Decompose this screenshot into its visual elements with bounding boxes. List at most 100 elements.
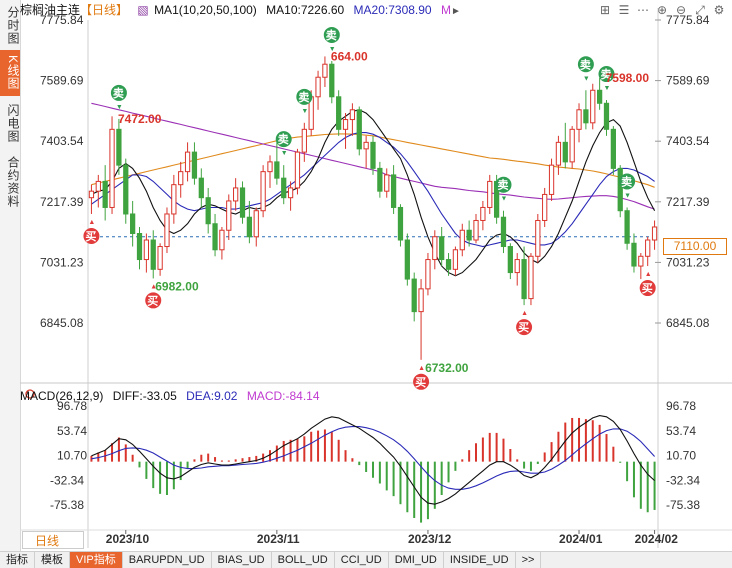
- candle-body: [521, 259, 527, 300]
- candle-body: [226, 200, 232, 231]
- macd-tick-left: -32.34: [50, 473, 84, 487]
- tab-cci[interactable]: CCI_UD: [335, 552, 389, 568]
- settings-icon[interactable]: ⚙: [713, 3, 725, 17]
- tab-kline-chart[interactable]: K线图: [0, 50, 20, 96]
- ma-more-label: M: [440, 3, 451, 17]
- expand-icon[interactable]: ⤢: [695, 3, 705, 17]
- sell-marker: [598, 66, 615, 83]
- price-tick-left: 7775.84: [40, 13, 84, 27]
- price-tick-left: 6845.08: [40, 316, 84, 330]
- candle-body: [109, 128, 115, 208]
- candle-body: [384, 174, 390, 192]
- candle-body: [329, 63, 335, 98]
- date-label: 2024/01: [559, 532, 603, 546]
- symbol-name: 棕榈油主连: [20, 3, 81, 17]
- zoom-out-icon[interactable]: ⊖: [675, 3, 687, 17]
- candle-body: [88, 190, 95, 199]
- buy-arrow: ▲: [150, 283, 157, 290]
- tab-indicator[interactable]: 指标: [0, 552, 35, 568]
- buy-arrow: ▲: [418, 365, 425, 372]
- ma20-value: MA20:7308.90: [353, 3, 432, 17]
- sell-marker-label: 卖: [580, 57, 591, 71]
- tab-time-chart[interactable]: 分时图: [6, 5, 20, 45]
- tab-template[interactable]: 模板: [35, 552, 70, 568]
- macd-settings-icon: [25, 389, 35, 399]
- buy-marker: [413, 373, 430, 390]
- candle-body: [480, 206, 486, 221]
- candle-body: [535, 219, 541, 257]
- ma10-line: [91, 109, 656, 277]
- tab-vip-indicator[interactable]: VIP指标: [70, 552, 123, 568]
- tab-contract-info[interactable]: 合约资料: [6, 156, 20, 208]
- candle-body: [631, 242, 637, 267]
- candle-body: [411, 278, 417, 313]
- sell-arrow: ▼: [281, 150, 288, 157]
- list-icon[interactable]: ☰: [618, 3, 630, 17]
- more-icon[interactable]: ⋯: [637, 3, 649, 17]
- date-label: 2023/10: [106, 532, 150, 546]
- buy-marker-label: 买: [518, 321, 529, 334]
- indicator-switch-icon[interactable]: ▧: [137, 3, 149, 17]
- candle-body: [205, 197, 211, 225]
- candle-body: [143, 239, 150, 261]
- indicator-tab-bar: 指标 模板 VIP指标 BARUPDN_UD BIAS_UD BOLL_UD CCI_UD D…: [0, 551, 732, 568]
- ma20-line: [91, 132, 655, 248]
- candle-body: [638, 255, 644, 267]
- tab-inside[interactable]: INSIDE_UD: [444, 552, 516, 568]
- candle-body: [349, 109, 356, 121]
- sell-marker-label: 卖: [621, 174, 632, 188]
- sell-marker-label: 卖: [326, 28, 337, 42]
- buy-marker-label: 买: [147, 294, 158, 307]
- candle-body: [603, 102, 610, 130]
- macd-diff-line: [91, 415, 655, 505]
- tab-more[interactable]: >>: [516, 552, 542, 568]
- tab-dmi[interactable]: DMI_UD: [389, 552, 444, 568]
- tab-bias[interactable]: BIAS_UD: [212, 552, 272, 568]
- sell-marker: [275, 131, 292, 148]
- tab-barupdn[interactable]: BARUPDN_UD: [123, 552, 212, 568]
- candle-body: [246, 216, 253, 238]
- period-label[interactable]: 【日线】: [80, 3, 129, 17]
- macd-tick-right: 96.78: [666, 399, 696, 413]
- grid-icon[interactable]: ⊞: [599, 3, 611, 17]
- zoom-in-icon[interactable]: ⊕: [656, 3, 668, 17]
- buy-marker: [83, 227, 100, 244]
- candle-body: [452, 249, 459, 270]
- sell-marker-label: 卖: [298, 90, 309, 104]
- high-label-left: 7472.00: [118, 112, 162, 126]
- tab-flash-chart[interactable]: 闪电图: [6, 103, 20, 143]
- price-tick-right: 7589.69: [666, 74, 710, 88]
- macd-tick-right: -32.34: [666, 473, 700, 487]
- sell-arrow: ▼: [624, 192, 631, 199]
- sell-arrow: ▼: [116, 104, 123, 111]
- candle-body: [624, 210, 630, 244]
- price-chart[interactable]: 7775.84 7775.84 7589.69 7589.69 7403.54 7403.…: [0, 0, 732, 551]
- price-tick-right: 7403.54: [666, 134, 710, 148]
- candle-body: [390, 174, 397, 208]
- sell-marker: [619, 173, 636, 190]
- tab-boll[interactable]: BOLL_UD: [272, 552, 335, 568]
- candle-body: [459, 229, 465, 251]
- candle-body: [336, 96, 342, 130]
- candle-body: [562, 141, 568, 163]
- candle-body: [473, 219, 479, 241]
- sell-marker: [577, 56, 594, 73]
- candle-body: [569, 128, 575, 163]
- candle-body: [542, 193, 548, 221]
- candle-body: [212, 223, 218, 251]
- candle-body: [397, 206, 404, 241]
- macd-tick-right: 10.70: [666, 449, 696, 463]
- sell-marker: [296, 88, 313, 105]
- candle-body: [418, 288, 424, 313]
- buy-marker: [516, 319, 533, 336]
- period-button[interactable]: 日线: [22, 531, 84, 549]
- high-label-mid: 664.00: [331, 49, 368, 63]
- candle-body: [191, 151, 198, 179]
- macd-header: MACD(26,12,9) DIFF:-33.05 DEA:9.02 MACD:…: [20, 387, 326, 405]
- candle-body: [294, 151, 301, 189]
- chevron-right-icon[interactable]: ►: [450, 6, 461, 17]
- candle-body: [315, 76, 321, 98]
- candle-body: [500, 216, 507, 248]
- candle-body: [548, 164, 555, 195]
- candle-body: [445, 259, 452, 270]
